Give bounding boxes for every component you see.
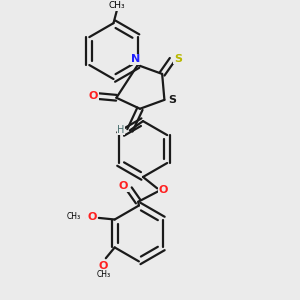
Text: H: H — [117, 125, 125, 135]
Text: CH₃: CH₃ — [67, 212, 81, 221]
Text: S: S — [174, 54, 182, 64]
Text: O: O — [119, 182, 128, 191]
Text: CH₃: CH₃ — [109, 1, 126, 10]
Text: O: O — [88, 91, 98, 101]
Text: O: O — [87, 212, 97, 222]
Text: S: S — [168, 95, 176, 106]
Text: O: O — [99, 262, 108, 272]
Text: CH₃: CH₃ — [97, 270, 111, 279]
Text: O: O — [159, 185, 168, 195]
Text: N: N — [130, 54, 140, 64]
